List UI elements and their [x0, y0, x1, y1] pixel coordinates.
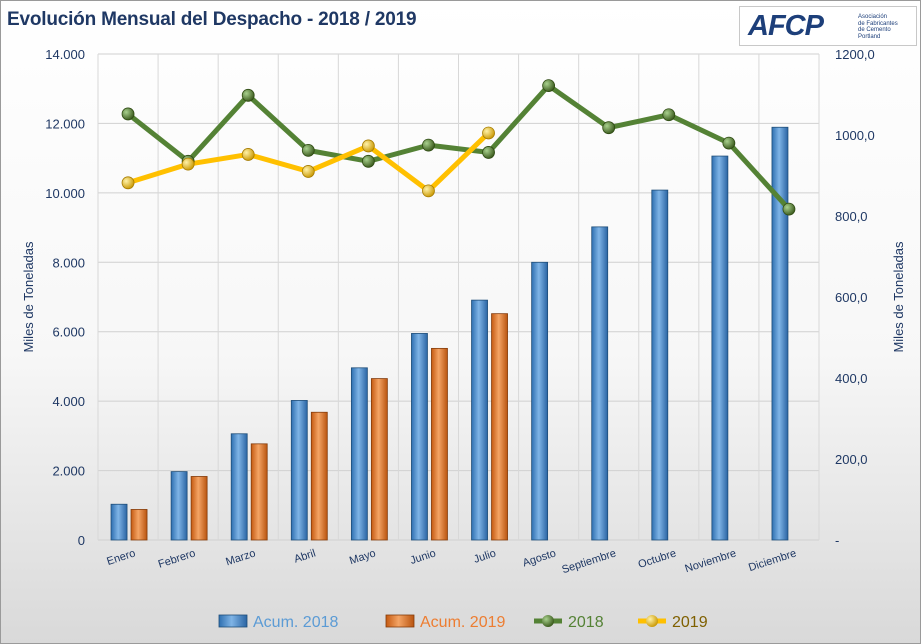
- y-tick-left: 8.000: [52, 255, 85, 270]
- y-tick-left: 2.000: [52, 464, 85, 479]
- point-2018: [542, 79, 556, 92]
- logo-text: AFCP: [748, 10, 824, 42]
- category-label: Julio: [472, 547, 497, 565]
- logo-subtitle-line: Asociación: [858, 14, 888, 20]
- point-2018: [422, 138, 435, 152]
- bar-acum-2018: [230, 433, 248, 541]
- x-axis-categories: Enero Febrero Marzo Abril Mayo Junio Julio Agos…: [105, 547, 798, 576]
- logo-subtitle-line: Portland: [858, 33, 881, 40]
- bars: [110, 126, 789, 541]
- bar-acum-2019: [431, 347, 448, 541]
- category-label: Junio: [409, 547, 438, 567]
- y-tick-right: -: [835, 533, 839, 548]
- legend-label: 2019: [672, 614, 708, 631]
- point-2018: [602, 121, 616, 135]
- point-2018: [482, 146, 495, 159]
- category-label: Noviembre: [684, 547, 738, 575]
- logo-subtitle: Asociación de Fabricantes de Cemento Por…: [858, 14, 898, 40]
- bar-acum-2018: [170, 471, 188, 541]
- category-label: Enero: [105, 547, 137, 567]
- y-tick-left: 4.000: [52, 394, 85, 409]
- point-2018: [301, 143, 315, 157]
- y-tick-right: 400,0: [835, 371, 868, 386]
- legend-label: 2018: [568, 614, 604, 631]
- bar-acum-2018: [651, 189, 669, 541]
- category-label: Diciembre: [747, 547, 798, 574]
- category-label: Abril: [293, 547, 318, 565]
- legend-label: Acum. 2019: [420, 614, 505, 631]
- bar-acum-2018: [411, 333, 428, 541]
- point-2019: [482, 126, 495, 140]
- legend-swatch: [218, 614, 248, 628]
- y-tick-left: 0: [78, 533, 85, 548]
- category-label: Octubre: [637, 547, 678, 571]
- point-2018: [361, 154, 375, 168]
- point-2019: [361, 139, 375, 153]
- y-tick-left: 6.000: [52, 325, 85, 340]
- line-2018: [126, 83, 791, 211]
- bar-acum-2019: [190, 476, 208, 541]
- y-tick-left: 10.000: [45, 186, 85, 201]
- y-axis-right-ticks: - 200,0 400,0 600,0 800,0 1000,0 1200,0: [835, 47, 875, 548]
- logo-subtitle-line: de Cemento: [858, 27, 891, 33]
- y-tick-right: 1200,0: [835, 47, 875, 62]
- y-tick-right: 600,0: [835, 290, 868, 305]
- point-2018: [662, 108, 676, 122]
- bar-acum-2019: [130, 509, 148, 541]
- point-2018: [241, 88, 255, 102]
- y-axis-left-ticks: 0 2.000 4.000 6.000 8.000 10.000 12.000 14.000: [45, 47, 85, 548]
- lines: [121, 79, 796, 216]
- y-tick-right: 1000,0: [835, 128, 875, 143]
- y-tick-left: 12.000: [45, 116, 85, 131]
- bar-acum-2018: [711, 155, 729, 541]
- bar-acum-2018: [110, 503, 128, 541]
- bar-acum-2018: [591, 226, 609, 541]
- bar-acum-2019: [491, 313, 508, 541]
- y-tick-right: 800,0: [835, 209, 868, 224]
- gridlines: [97, 53, 820, 541]
- y-axis-right-label: Miles de Toneladas: [891, 241, 906, 353]
- point-2018: [782, 202, 796, 216]
- bar-acum-2018: [771, 126, 789, 541]
- point-2019: [301, 165, 315, 178]
- bar-acum-2018: [350, 367, 368, 541]
- legend: Acum. 2018 Acum. 2019 2018 2019: [218, 614, 708, 631]
- bar-acum-2018: [290, 400, 308, 541]
- category-label: Agosto: [521, 547, 557, 569]
- legend-label: Acum. 2018: [253, 614, 338, 631]
- point-2019: [121, 176, 135, 190]
- point-2019: [241, 148, 255, 161]
- legend-marker: [542, 615, 554, 627]
- category-label: Marzo: [224, 547, 257, 568]
- bar-acum-2019: [370, 378, 388, 541]
- legend-marker: [646, 615, 658, 627]
- bar-acum-2019: [310, 411, 328, 541]
- chart-title: Evolución Mensual del Despacho - 2018 / …: [7, 9, 417, 30]
- bar-acum-2018: [471, 299, 488, 541]
- bar-acum-2019: [250, 443, 268, 541]
- bar-acum-2018: [531, 261, 549, 541]
- point-2019: [422, 184, 435, 198]
- y-tick-left: 14.000: [45, 47, 85, 62]
- logo-subtitle-line: de Fabricantes: [858, 20, 898, 27]
- category-label: Mayo: [348, 547, 377, 567]
- point-2019: [181, 157, 195, 171]
- point-2018: [722, 136, 736, 150]
- y-axis-left-label: Miles de Toneladas: [21, 241, 36, 353]
- category-label: Febrero: [157, 547, 197, 570]
- y-tick-right: 200,0: [835, 452, 868, 467]
- legend-swatch: [385, 614, 415, 628]
- point-2018: [121, 107, 135, 121]
- afcp-logo: AFCP Asociación de Fabricantes de Cement…: [739, 6, 917, 46]
- category-label: Septiembre: [560, 547, 617, 576]
